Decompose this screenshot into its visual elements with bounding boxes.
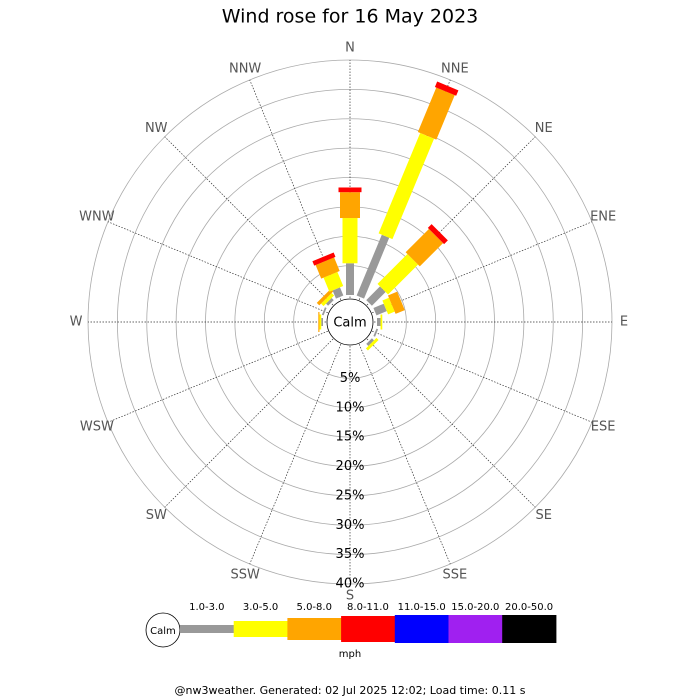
bar-segment bbox=[377, 253, 419, 295]
bar-segment bbox=[321, 293, 335, 307]
bar-segment bbox=[319, 314, 322, 330]
legend-label: 20.0-50.0 bbox=[505, 602, 553, 613]
bar-segment bbox=[364, 336, 382, 354]
legend-label: 5.0-8.0 bbox=[297, 602, 332, 613]
bar-segment bbox=[312, 252, 336, 266]
direction-label: WNW bbox=[79, 210, 115, 225]
legend-label: 15.0-20.0 bbox=[451, 602, 499, 613]
bar-segment bbox=[318, 312, 320, 332]
legend-label: 1.0-3.0 bbox=[189, 602, 224, 613]
direction-label: ENE bbox=[590, 210, 616, 225]
r-tick-label: 5% bbox=[340, 371, 361, 386]
legend-swatch bbox=[448, 615, 503, 643]
bar-segment bbox=[417, 87, 455, 140]
bar-segment bbox=[342, 218, 358, 264]
r-tick-label: 30% bbox=[336, 518, 365, 533]
bar-segment bbox=[380, 314, 383, 330]
legend-swatch bbox=[341, 616, 396, 642]
legend-swatch bbox=[502, 615, 557, 643]
grid-ring bbox=[175, 147, 525, 497]
legend-swatch bbox=[180, 625, 235, 633]
bar-segment bbox=[366, 338, 374, 346]
direction-label: NNE bbox=[441, 61, 469, 76]
spoke bbox=[107, 321, 351, 423]
direction-label: ESE bbox=[591, 419, 616, 434]
footer: @nw3weather. Generated: 02 Jul 2025 12:0… bbox=[175, 684, 526, 697]
bar-segment bbox=[332, 287, 344, 299]
r-tick-label: 10% bbox=[336, 400, 365, 415]
r-tick-label: 25% bbox=[336, 488, 365, 503]
bar-segment bbox=[316, 288, 334, 306]
bar-segment bbox=[321, 318, 323, 326]
chart-title: Wind rose for 16 May 2023 bbox=[222, 6, 479, 28]
legend-swatch bbox=[287, 618, 342, 640]
spoke bbox=[164, 136, 351, 323]
grid-ring bbox=[146, 118, 554, 526]
bar-segment bbox=[434, 81, 459, 96]
legend-calm-label: Calm bbox=[150, 626, 176, 637]
direction-label: SSE bbox=[442, 568, 467, 583]
bar-segment bbox=[427, 224, 448, 245]
direction-label: W bbox=[70, 315, 83, 330]
bar-segment bbox=[387, 291, 405, 314]
bar-segment bbox=[376, 318, 381, 326]
bar-segment bbox=[340, 192, 360, 219]
direction-label: SW bbox=[146, 508, 167, 523]
spoke bbox=[107, 221, 351, 323]
bar-segment bbox=[321, 304, 327, 318]
r-tick-label: 35% bbox=[336, 547, 365, 562]
direction-label: NNW bbox=[229, 61, 261, 76]
spoke bbox=[349, 321, 536, 508]
direction-label: E bbox=[620, 315, 628, 330]
bar-segment bbox=[356, 234, 390, 299]
legend-label: 8.0-11.0 bbox=[347, 602, 389, 613]
direction-label: WSW bbox=[80, 419, 114, 434]
bar-segment bbox=[405, 228, 444, 267]
direction-label: NW bbox=[145, 121, 168, 136]
direction-label: N bbox=[345, 41, 355, 56]
spoke bbox=[349, 321, 593, 423]
bar-segment bbox=[366, 286, 386, 306]
bar-segment bbox=[382, 297, 395, 315]
bar-segment bbox=[373, 303, 387, 316]
bar-segment bbox=[338, 187, 362, 193]
bar-segment bbox=[378, 132, 435, 240]
bar-segment bbox=[326, 298, 334, 306]
spoke bbox=[164, 321, 351, 508]
bar-segment bbox=[373, 328, 379, 337]
bar-segment bbox=[365, 337, 379, 351]
legend-swatch bbox=[233, 621, 288, 637]
direction-label: SE bbox=[536, 508, 552, 523]
bar-segment bbox=[323, 271, 344, 292]
spoke bbox=[349, 321, 451, 565]
r-tick-label: 40% bbox=[336, 577, 365, 592]
r-tick-label: 15% bbox=[336, 430, 365, 445]
direction-label: SSW bbox=[230, 568, 260, 583]
legend-swatch bbox=[394, 615, 449, 643]
bar-segment bbox=[346, 263, 354, 295]
legend-unit: mph bbox=[339, 649, 361, 660]
r-tick-label: 20% bbox=[336, 459, 365, 474]
direction-label: S bbox=[346, 589, 354, 604]
bar-segment bbox=[374, 326, 380, 340]
direction-label: NE bbox=[535, 121, 553, 136]
legend-label: 3.0-5.0 bbox=[243, 602, 278, 613]
bar-segment bbox=[315, 257, 340, 279]
calm-label: Calm bbox=[333, 316, 366, 331]
calm-circle bbox=[326, 298, 374, 346]
bar-segment bbox=[321, 307, 327, 316]
legend-label: 11.0-15.0 bbox=[398, 602, 446, 613]
grid-ring bbox=[116, 88, 584, 556]
